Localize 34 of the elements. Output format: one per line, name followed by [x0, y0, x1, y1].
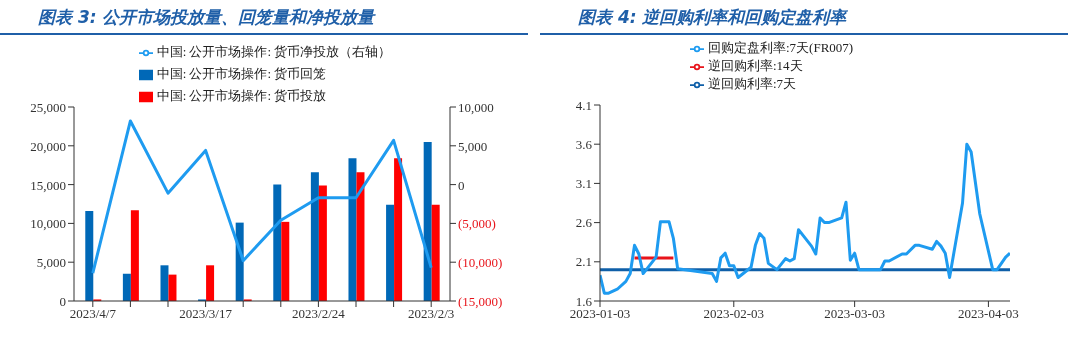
y2-tick-label: 0 — [458, 177, 465, 193]
legend-label: 中国: 公开市场操作: 货币回笼 — [156, 66, 327, 81]
y-tick-label: 2.1 — [575, 254, 592, 270]
y-tick-label: 10,000 — [30, 216, 66, 232]
y-tick-label: 0 — [59, 294, 66, 309]
x-tick-label: 2023/2/3 — [408, 306, 455, 322]
y2-tick-label: (5,000) — [458, 216, 496, 232]
y-tick-label: 2.6 — [575, 215, 593, 231]
x-tick-label: 2023-03-03 — [824, 306, 885, 322]
chart-title: 图表 3: 公开市场投放量、回笼量和净投放量 — [38, 7, 375, 27]
x-tick-label: 2023/3/17 — [179, 306, 233, 322]
y-tick-label: 1.6 — [575, 293, 593, 309]
y2-tick-label: (15,000) — [458, 294, 503, 309]
y2-tick-label: (10,000) — [458, 255, 503, 271]
x-tick-label: 2023-01-03 — [569, 306, 631, 322]
y-tick-label: 25,000 — [30, 100, 66, 115]
y-tick-label: 15,000 — [30, 177, 66, 193]
legend-label: 逆回购利率:7天 — [708, 76, 797, 91]
legend-label: 回购定盘利率:7天(FR007) — [708, 40, 854, 55]
x-tick-label: 2023-02-03 — [703, 306, 765, 322]
y2-tick-label: 10,000 — [458, 100, 494, 115]
y-tick-label: 20,000 — [30, 138, 66, 154]
legend-label: 中国: 公开市场操作: 货币净投放（右轴） — [156, 44, 392, 59]
x-tick-label: 2023-04-03 — [958, 306, 1019, 322]
legend-label: 中国: 公开市场操作: 货币投放 — [156, 88, 327, 103]
y-tick-label: 4.1 — [575, 97, 592, 113]
chart-title: 图表 4: 逆回购利率和回购定盘利率 — [578, 7, 847, 27]
x-tick-label: 2023/4/7 — [69, 306, 117, 322]
y-tick-label: 3.1 — [575, 176, 592, 192]
x-tick-label: 2023/2/24 — [292, 306, 346, 322]
legend-label: 逆回购利率:14天 — [708, 58, 803, 73]
y2-tick-label: 5,000 — [458, 138, 488, 154]
y-tick-label: 5,000 — [36, 255, 66, 271]
y-tick-label: 3.6 — [575, 136, 593, 152]
